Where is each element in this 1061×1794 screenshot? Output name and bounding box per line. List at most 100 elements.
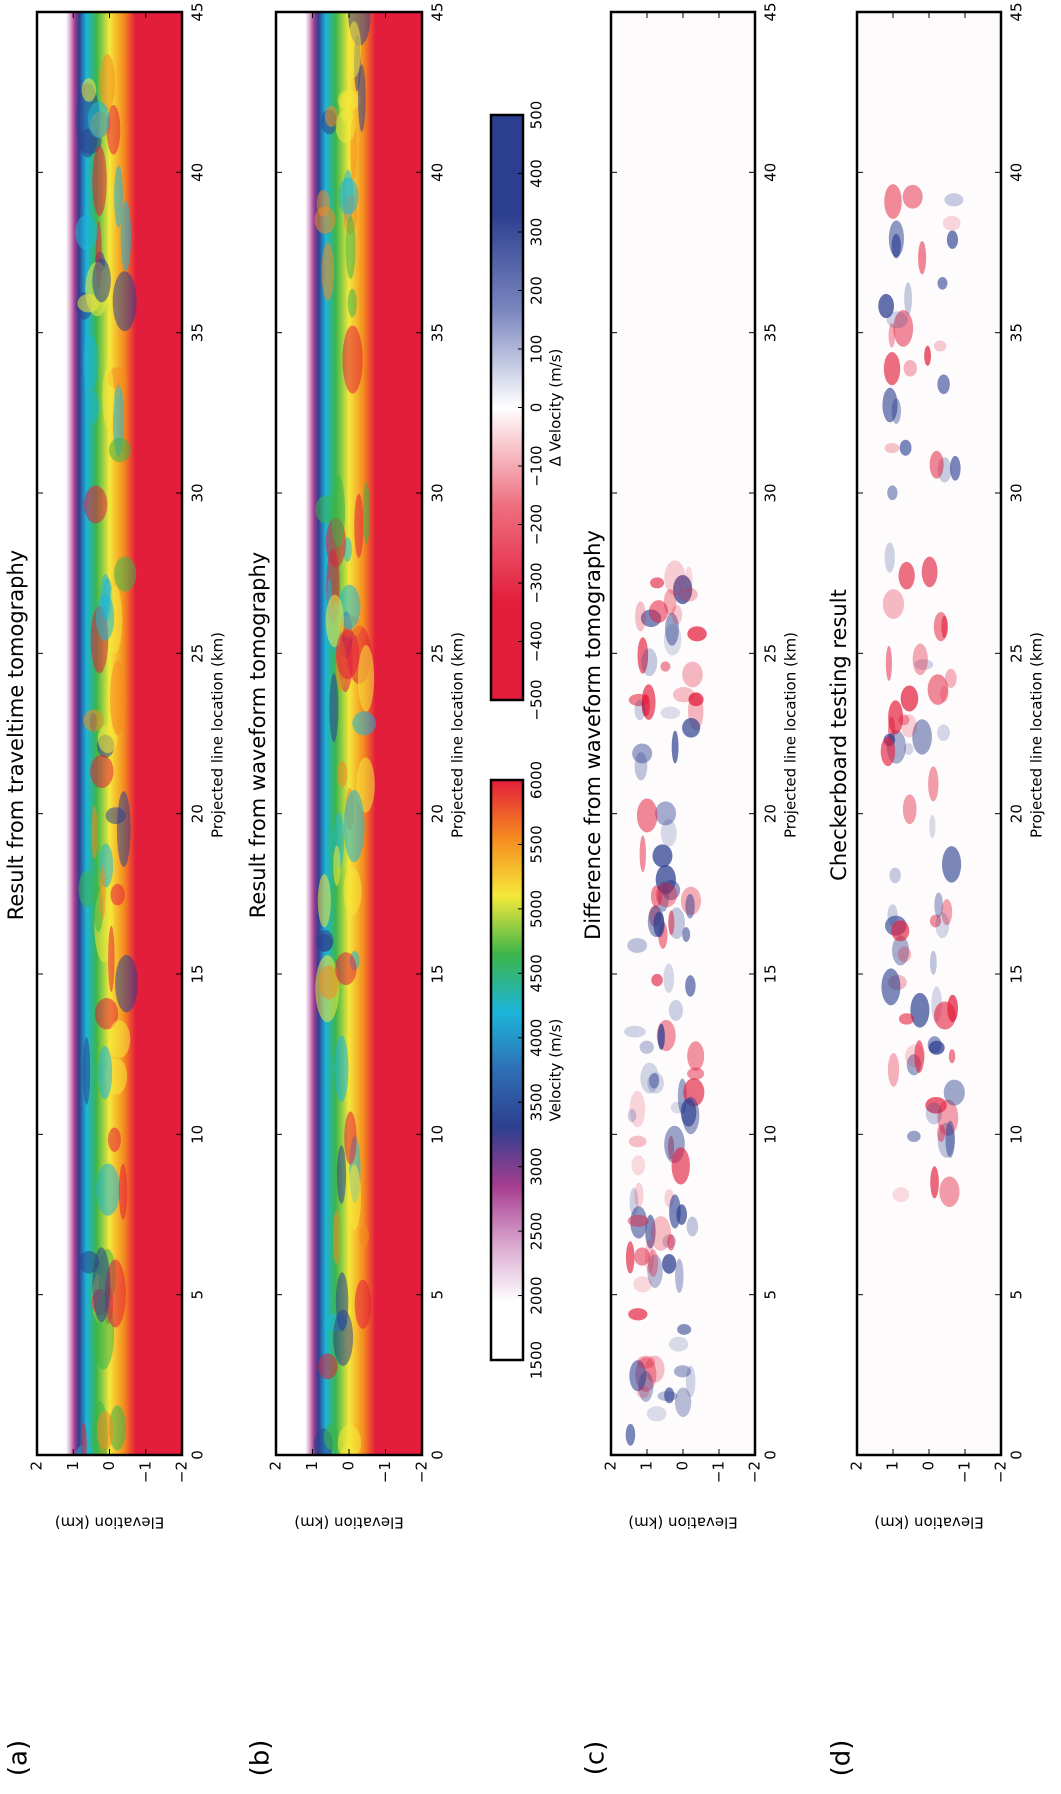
texture-blob xyxy=(119,1164,127,1220)
x-tick-label: 30 xyxy=(762,483,780,502)
texture-blob xyxy=(937,1124,945,1141)
texture-blob xyxy=(316,934,333,952)
texture-blob xyxy=(338,178,358,215)
texture-blob xyxy=(904,360,917,377)
colorbar-tick-label: 300 xyxy=(528,218,546,247)
colorbar-tick-label: 5500 xyxy=(528,825,546,863)
panel-label: (a) xyxy=(4,1740,34,1776)
texture-blob xyxy=(108,926,114,992)
texture-blob xyxy=(672,1147,690,1184)
texture-blob xyxy=(669,1000,683,1021)
texture-blob xyxy=(930,451,944,479)
x-tick-label: 10 xyxy=(1008,1125,1026,1144)
texture-blob xyxy=(885,443,900,453)
x-tick-label: 15 xyxy=(762,964,780,983)
chart-title: Checkerboard testing result xyxy=(827,589,851,881)
texture-blob xyxy=(687,626,706,641)
texture-blob xyxy=(96,594,115,640)
texture-blob xyxy=(656,883,677,908)
texture-blob xyxy=(346,216,356,279)
texture-blob xyxy=(887,311,908,328)
colorbar-tick-label: 3000 xyxy=(528,1148,546,1186)
y-tick-label: −2 xyxy=(746,1461,764,1483)
texture-blob xyxy=(117,791,131,867)
texture-blob xyxy=(660,661,670,671)
texture-blob xyxy=(653,844,673,867)
x-tick-label: 45 xyxy=(762,2,780,21)
texture-blob xyxy=(79,871,95,908)
x-axis-label: Projected line location (km) xyxy=(209,632,227,838)
texture-blob xyxy=(685,894,694,919)
texture-blob xyxy=(83,1037,90,1105)
texture-blob xyxy=(358,65,366,132)
x-tick-label: 20 xyxy=(1008,804,1026,823)
y-tick-label: 0 xyxy=(920,1461,938,1471)
x-tick-label: 0 xyxy=(189,1450,207,1460)
y-axis-label: Elevation (km) xyxy=(874,1514,983,1532)
texture-blob xyxy=(937,725,950,742)
texture-blob xyxy=(90,755,113,788)
texture-blob xyxy=(626,1424,635,1446)
texture-blob xyxy=(333,1210,340,1265)
texture-blob xyxy=(888,700,903,734)
x-tick-label: 40 xyxy=(762,163,780,182)
texture-blob xyxy=(682,662,703,688)
texture-blob xyxy=(667,1234,675,1250)
texture-blob xyxy=(946,1121,955,1158)
texture-blob xyxy=(675,1259,683,1293)
texture-blob xyxy=(89,391,99,424)
y-tick-label: 1 xyxy=(638,1461,656,1471)
x-tick-label: 0 xyxy=(1008,1450,1026,1460)
texture-blob xyxy=(901,686,919,712)
texture-blob xyxy=(681,1098,697,1126)
y-axis-label: Elevation (km) xyxy=(294,1514,403,1532)
texture-blob xyxy=(650,577,664,588)
texture-blob xyxy=(337,1145,346,1203)
texture-blob xyxy=(92,1247,110,1322)
texture-blob xyxy=(82,78,97,102)
texture-blob xyxy=(632,1155,646,1175)
texture-blob xyxy=(891,920,909,941)
texture-blob xyxy=(678,588,697,602)
texture-blob xyxy=(84,486,107,524)
texture-blob xyxy=(663,964,674,994)
texture-blob xyxy=(672,731,679,764)
colorbar-tick-label: 3500 xyxy=(528,1083,546,1121)
texture-blob xyxy=(336,110,356,143)
texture-blob xyxy=(88,101,110,138)
x-tick-label: 25 xyxy=(189,644,207,663)
texture-blob xyxy=(635,601,646,631)
y-axis-label: Elevation (km) xyxy=(628,1514,737,1532)
texture-blob xyxy=(655,801,676,825)
texture-blob xyxy=(688,692,703,706)
chart-title: Difference from waveform tomography xyxy=(581,530,605,940)
texture-blob xyxy=(889,220,904,257)
x-tick-label: 5 xyxy=(1008,1290,1026,1300)
figure: 051015202530354045−2−1012Result from tra… xyxy=(0,0,1061,1794)
texture-blob xyxy=(359,1225,369,1247)
texture-blob xyxy=(641,648,657,676)
colorbar-tick-label: 200 xyxy=(528,276,546,305)
y-tick-label: −1 xyxy=(136,1461,154,1483)
x-axis-label: Projected line location (km) xyxy=(782,632,800,838)
colorbar-label: Velocity (m/s) xyxy=(547,1019,565,1122)
texture-blob xyxy=(347,21,361,77)
texture-blob xyxy=(949,1049,955,1063)
x-tick-label: 10 xyxy=(762,1125,780,1144)
y-tick-label: −2 xyxy=(992,1461,1010,1483)
texture-blob xyxy=(637,798,658,832)
texture-blob xyxy=(640,1063,658,1094)
texture-blob xyxy=(114,165,123,227)
texture-blob xyxy=(669,1337,688,1352)
texture-blob xyxy=(322,242,335,300)
texture-blob xyxy=(629,1136,647,1148)
colorbar-tick-label: 6000 xyxy=(528,761,546,799)
y-tick-label: −1 xyxy=(956,1461,974,1483)
texture-blob xyxy=(344,790,365,862)
texture-blob xyxy=(92,146,107,216)
x-tick-label: 25 xyxy=(1008,644,1026,663)
texture-blob xyxy=(113,271,137,331)
x-tick-label: 15 xyxy=(429,964,447,983)
x-tick-label: 45 xyxy=(1008,2,1026,21)
texture-blob xyxy=(92,258,111,302)
